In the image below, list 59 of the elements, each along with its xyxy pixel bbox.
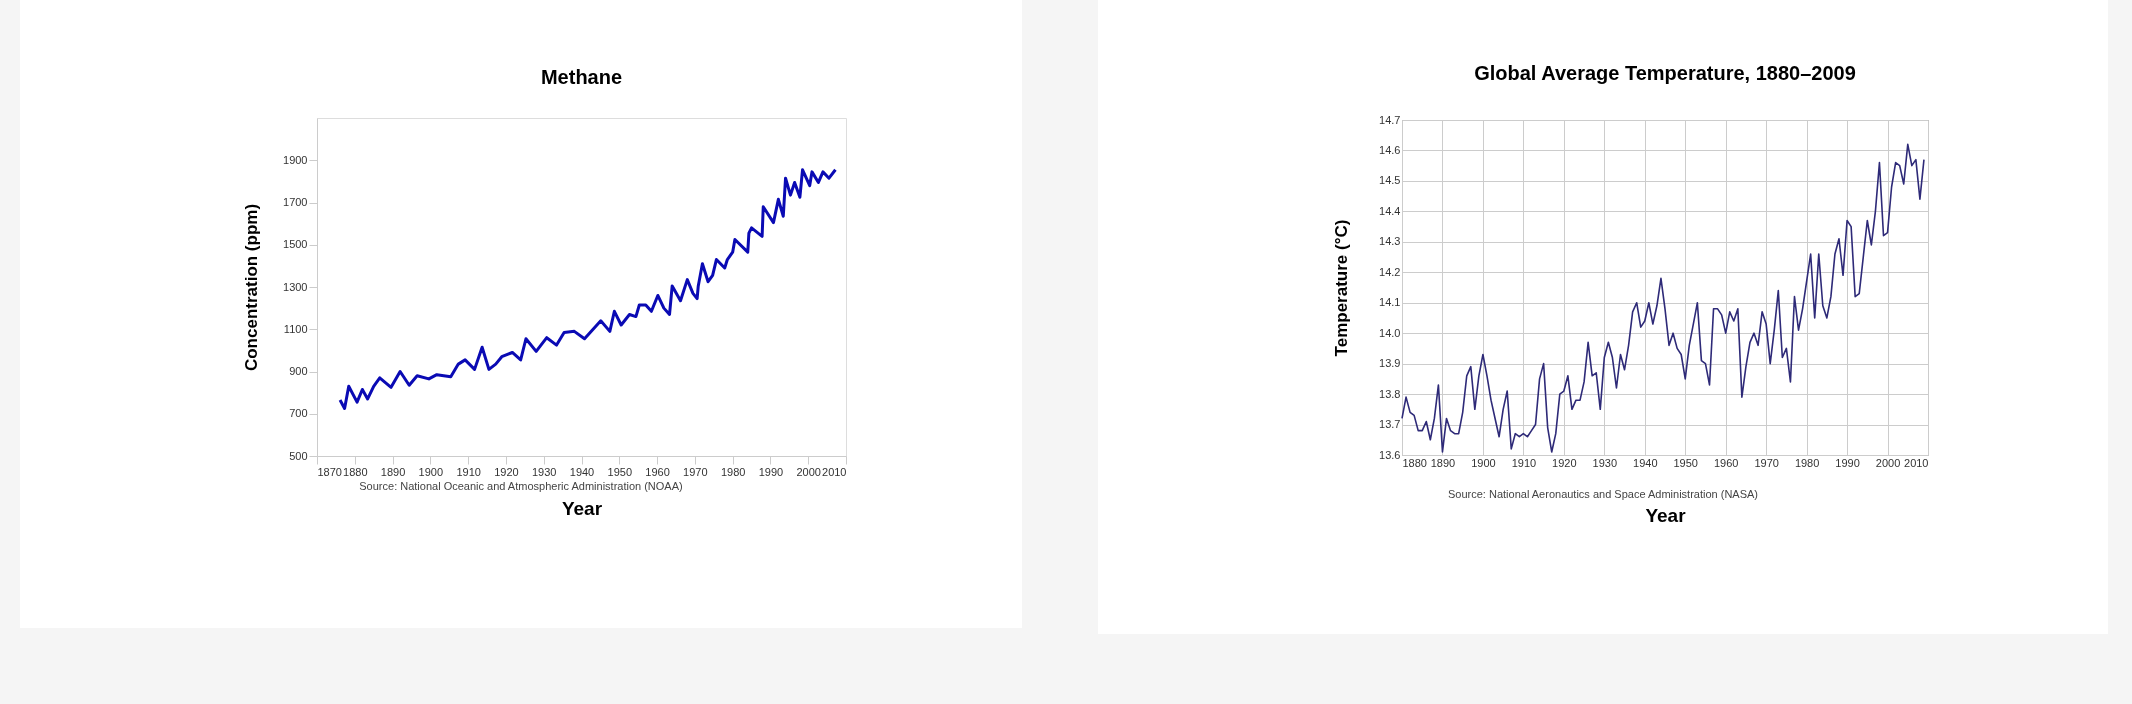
x-tick-label: 1930 — [1592, 456, 1618, 469]
x-axis-title: Year — [1645, 504, 1687, 526]
x-tick-label: 1990 — [758, 465, 784, 478]
x-tick-label: 1910 — [1511, 456, 1537, 469]
x-tick-label: 1900 — [1471, 456, 1496, 469]
y-tick-label: 13.9 — [1379, 357, 1401, 370]
y-tick-label: 14.0 — [1379, 326, 1401, 339]
x-tick-label: 1880 — [343, 465, 368, 478]
x-tick-label: 1940 — [569, 465, 595, 478]
x-tick-label: 1930 — [531, 465, 557, 478]
y-axis-title: Concentration (ppm) — [242, 203, 262, 372]
source-note: Source: National Oceanic and Atmospheric Administration (NOAA) — [358, 480, 684, 492]
x-tick-label: 1880 — [1402, 456, 1427, 469]
y-tick-label: 14.7 — [1379, 113, 1401, 126]
chart-title: Global Average Temperature, 1880–2009 — [1474, 62, 1856, 84]
x-tick-label: 1940 — [1633, 456, 1658, 469]
x-tick-label: 1890 — [380, 465, 406, 478]
y-tick-label: 700 — [289, 407, 308, 420]
y-axis-title: Temperature (°C) — [1332, 219, 1352, 357]
y-tick-label: 1700 — [283, 196, 308, 208]
x-tick-label: 1920 — [1552, 456, 1577, 469]
y-tick-label: 14.2 — [1379, 265, 1401, 278]
x-tick-label: 2000 — [1875, 456, 1901, 469]
y-tick-label: 14.5 — [1379, 174, 1401, 187]
y-tick-label: 1900 — [283, 153, 308, 166]
chart-title: Methane — [540, 66, 623, 88]
y-tick-label: 1100 — [283, 322, 308, 335]
source-note: Source: National Aeronautics and Space Administration (NASA) — [1447, 488, 1759, 500]
y-tick-label: 13.6 — [1379, 448, 1401, 461]
y-tick-label: 14.1 — [1379, 296, 1401, 309]
x-tick-label: 1970 — [683, 465, 708, 478]
x-tick-label: 1920 — [494, 465, 519, 478]
y-tick-label: 900 — [289, 365, 308, 377]
x-tick-label: 1960 — [1713, 456, 1739, 469]
y-tick-label: 14.6 — [1379, 143, 1401, 156]
y-tick-label: 1300 — [283, 280, 308, 293]
x-tick-label: 1950 — [1673, 456, 1698, 469]
x-tick-label: 1910 — [456, 465, 481, 478]
x-tick-label: 1970 — [1754, 456, 1779, 469]
y-tick-label: 13.8 — [1379, 387, 1401, 400]
y-tick-label: 500 — [289, 449, 308, 462]
y-tick-label: 14.4 — [1379, 204, 1401, 217]
y-tick-label: 1500 — [283, 238, 308, 251]
x-tick-label: 2000 — [796, 465, 821, 478]
y-tick-label: 13.7 — [1379, 418, 1401, 431]
x-tick-label: 1990 — [1835, 456, 1860, 469]
y-tick-label: 14.3 — [1379, 235, 1401, 248]
x-tick-label: 1950 — [607, 465, 633, 478]
x-tick-label: 1980 — [1794, 456, 1820, 469]
line-series — [338, 168, 837, 410]
x-tick-label: 1890 — [1430, 456, 1456, 469]
x-tick-label: 1870 — [317, 465, 342, 478]
x-tick-label: 2010 — [822, 465, 847, 478]
x-tick-label: 1960 — [645, 465, 670, 478]
line-series — [1401, 143, 1925, 453]
x-axis-title: Year — [561, 497, 603, 519]
x-tick-label: 1980 — [720, 465, 746, 478]
x-tick-label: 2010 — [1904, 456, 1929, 469]
x-tick-label: 1900 — [418, 465, 444, 478]
